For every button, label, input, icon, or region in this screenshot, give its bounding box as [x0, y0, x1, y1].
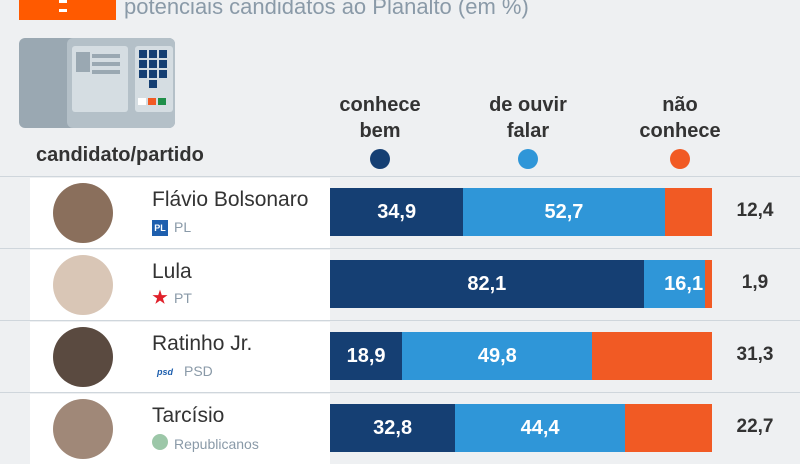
- candidate-card: Tarcísio Republicanos: [30, 394, 330, 464]
- candidate-party: psd PSD: [152, 362, 213, 380]
- voting-machine-icon: [19, 38, 175, 128]
- candidate-row: Ratinho Jr. psd PSD 18,9 49,8 31,3: [0, 320, 800, 392]
- candidate-party: PL PL: [152, 218, 191, 236]
- list-icon: [59, 0, 67, 12]
- candidate-photo: [53, 399, 113, 459]
- party-logo-icon: ★: [152, 288, 168, 307]
- bar-segment-nao-conhece: [592, 332, 712, 380]
- candidate-photo: [53, 255, 113, 315]
- bar-segment-de-ouvir-falar: 44,4: [455, 404, 625, 452]
- party-name: PT: [174, 290, 192, 306]
- party-logo-icon: psd: [156, 367, 173, 377]
- bar-segment-de-ouvir-falar: 52,7: [463, 188, 665, 236]
- candidate-row: Tarcísio Republicanos 32,8 44,4 22,7: [0, 392, 800, 464]
- legend-dot: [370, 149, 390, 169]
- legend-dot: [670, 149, 690, 169]
- header-badge: [19, 0, 116, 20]
- candidate-card: Ratinho Jr. psd PSD: [30, 322, 330, 392]
- bar-value-label: 34,9: [377, 200, 417, 223]
- not-known-value: 31,3: [736, 344, 774, 365]
- candidate-party: ★ PT: [152, 288, 192, 307]
- bar-value-label: 52,7: [544, 200, 584, 223]
- candidate-name: Tarcísio: [152, 404, 225, 427]
- candidate-name: Lula: [152, 260, 192, 283]
- party-name: Republicanos: [174, 435, 259, 452]
- bar-segment-conhece-bem: 34,9: [330, 188, 464, 236]
- candidate-party: Republicanos: [152, 434, 259, 453]
- bar-value-label: 44,4: [520, 416, 560, 439]
- bar-segment-conhece-bem: 82,1: [330, 260, 644, 308]
- candidate-card: Flávio Bolsonaro PL PL: [30, 178, 330, 248]
- candidate-name: Ratinho Jr.: [152, 332, 253, 355]
- party-name: PL: [174, 219, 192, 235]
- candidate-photo: [53, 327, 113, 387]
- candidate-photo: [53, 183, 113, 243]
- candidate-card: Lula ★ PT: [30, 250, 330, 320]
- bar-segment-nao-conhece: [664, 188, 712, 236]
- bar-segment-nao-conhece: [624, 404, 712, 452]
- bar-value-label: 16,1: [664, 272, 704, 295]
- legend-label: de ouvir falar: [489, 94, 567, 142]
- candidate-name: Flávio Bolsonaro: [152, 188, 309, 211]
- legend-label: conhece bem: [339, 94, 421, 142]
- party-logo-icon: [152, 434, 168, 453]
- chart-subtitle: potenciais candidatos ao Planalto (em %): [124, 0, 529, 19]
- bar-value-label: 49,8: [477, 344, 517, 367]
- not-known-value: 12,4: [736, 200, 774, 221]
- bar-segment-de-ouvir-falar: 16,1: [643, 260, 706, 308]
- bar-segment-conhece-bem: 18,9: [330, 332, 403, 380]
- bar-value-label: 32,8: [373, 416, 413, 439]
- candidate-row: Flávio Bolsonaro PL PL 34,9 52,7 12,4: [0, 176, 800, 248]
- legend-dot: [518, 149, 538, 169]
- not-known-value: 22,7: [736, 416, 774, 437]
- party-logo-icon: PL: [152, 218, 168, 236]
- party-name: PSD: [184, 363, 213, 379]
- bar-segment-de-ouvir-falar: 49,8: [402, 332, 593, 380]
- row-label-header: candidato/partido: [36, 144, 204, 166]
- candidate-row: Lula ★ PT 82,1 16,1 1,9: [0, 248, 800, 320]
- bar-value-label: 18,9: [346, 344, 386, 367]
- not-known-value: 1,9: [741, 272, 769, 293]
- legend-label: não conhece: [639, 94, 721, 142]
- bar-value-label: 82,1: [467, 272, 507, 295]
- bar-segment-conhece-bem: 32,8: [330, 404, 456, 452]
- bar-segment-nao-conhece: [705, 260, 713, 308]
